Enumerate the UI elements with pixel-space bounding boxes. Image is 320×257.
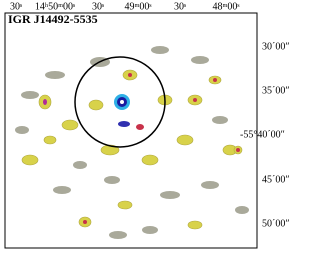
- blob: [176, 134, 194, 146]
- ra-tick-label: 14ʰ50ᵐ00ˢ: [35, 1, 75, 12]
- blob: [151, 46, 169, 54]
- blob: [88, 99, 104, 111]
- blob: [187, 220, 203, 230]
- dec-axis: 30´00″ 35´00″ -55°40´00″ 45´00″ 50´00″: [240, 41, 290, 229]
- blob: [142, 226, 158, 234]
- blob: [201, 181, 219, 189]
- blob: [21, 154, 39, 166]
- blob: [235, 206, 249, 214]
- blob: [191, 56, 209, 64]
- ra-tick-label: 49ᵐ00ˢ: [124, 1, 151, 12]
- dec-tick-label: -55°40´00″: [240, 129, 285, 140]
- blob: [136, 124, 144, 130]
- source-center: [120, 100, 124, 104]
- title: IGR J14492-5535: [8, 12, 98, 26]
- blob: [100, 144, 120, 156]
- dec-tick-label: 35´00″: [262, 85, 290, 96]
- blob: [141, 154, 159, 166]
- sky-map: IGR J14492-5535 30ˢ 14ʰ50ᵐ00ˢ 30ˢ 49ᵐ00ˢ…: [4, 1, 290, 249]
- blob: [83, 220, 87, 224]
- blob: [213, 78, 217, 82]
- ra-tick-label: 30ˢ: [10, 1, 22, 12]
- blob: [104, 176, 120, 184]
- dec-tick-label: 50´00″: [262, 218, 290, 229]
- blob: [15, 126, 29, 134]
- blob: [118, 121, 130, 127]
- blob: [128, 73, 132, 77]
- blob: [45, 71, 65, 79]
- frame: [4, 12, 258, 249]
- blob: [61, 119, 79, 131]
- blob: [193, 98, 197, 102]
- blob: [117, 200, 133, 210]
- blob: [43, 99, 47, 105]
- error-circle: [74, 56, 166, 148]
- blob: [109, 231, 127, 239]
- ra-tick-label: 30ˢ: [174, 1, 186, 12]
- blob: [53, 186, 71, 194]
- ra-axis: 30ˢ 14ʰ50ᵐ00ˢ 30ˢ 49ᵐ00ˢ 30ˢ 48ᵐ00ˢ: [10, 1, 240, 12]
- blob: [43, 135, 57, 145]
- page: IGR J14492-5535 30ˢ 14ʰ50ᵐ00ˢ 30ˢ 49ᵐ00ˢ…: [4, 1, 290, 249]
- blob: [160, 191, 180, 199]
- blob: [212, 116, 228, 124]
- blob: [236, 148, 240, 152]
- blob: [73, 161, 87, 169]
- dec-tick-label: 30´00″: [262, 41, 290, 52]
- dec-tick-label: 45´00″: [262, 174, 290, 185]
- ra-tick-label: 48ᵐ00ˢ: [212, 1, 239, 12]
- blob: [21, 91, 39, 99]
- ra-tick-label: 30ˢ: [92, 1, 104, 12]
